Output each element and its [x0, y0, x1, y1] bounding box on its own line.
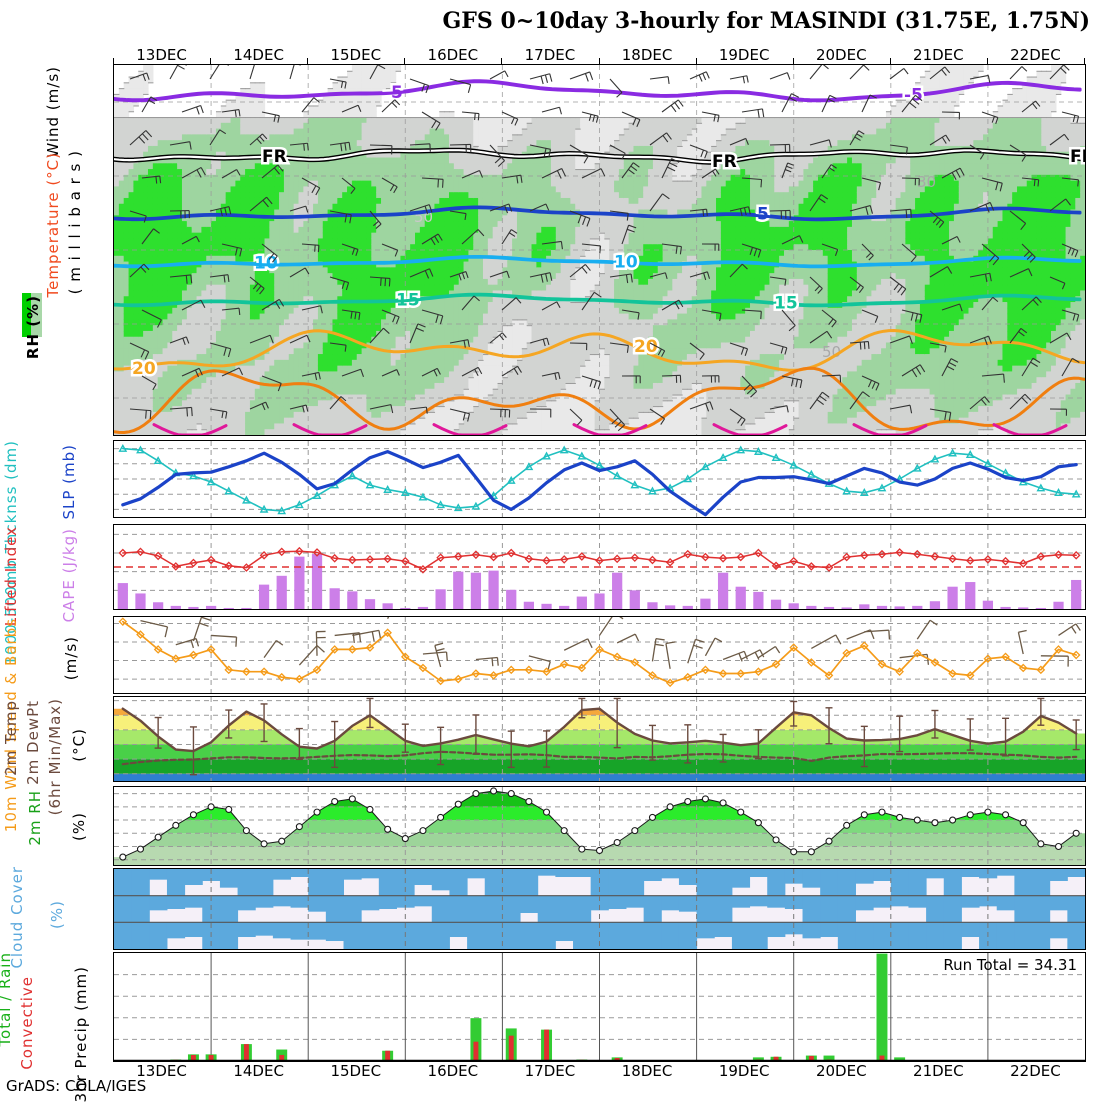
axis-tick-mark — [113, 774, 114, 775]
panel-cloud-cover[interactable]: highmiddlelow — [113, 868, 1086, 950]
run-total-text: Run Total = 34.31 — [943, 956, 1077, 974]
cloud-row-tick — [113, 896, 114, 897]
date-label-top: 14DEC — [233, 46, 284, 64]
axis-tick-mark — [113, 975, 114, 976]
axis-tick-mark — [113, 794, 114, 795]
axis-tick-mark — [113, 701, 114, 702]
date-label-bottom: 17DEC — [525, 1062, 576, 1080]
axis-tick-mark — [113, 730, 114, 731]
axis-tick-mark — [113, 449, 114, 450]
axis-tick-mark — [113, 846, 114, 847]
page-title: GFS 0~10day 3-hourly for MASINDI (31.75E… — [0, 8, 1090, 34]
axis-tick-mark — [113, 494, 114, 495]
axis-tick-mark — [113, 464, 114, 465]
date-label-top: 22DEC — [1010, 46, 1061, 64]
axis-tick-mark — [113, 250, 114, 251]
date-label-bottom: 22DEC — [1010, 1062, 1061, 1080]
axis-tick-mark — [113, 807, 114, 808]
cloud-row-tick — [113, 869, 114, 870]
axis-tick-mark — [113, 509, 114, 510]
date-label-bottom: 18DEC — [622, 1062, 673, 1080]
axis-tick-mark — [113, 534, 114, 535]
date-label-bottom: 19DEC — [719, 1062, 770, 1080]
axis-tick-mark — [113, 590, 114, 591]
date-label-top: 19DEC — [719, 46, 770, 64]
date-label-bottom: 21DEC — [913, 1062, 964, 1080]
axis-tick-mark — [113, 679, 114, 680]
axis-tick-mark — [113, 1039, 114, 1040]
axis-tick-mark — [113, 572, 114, 573]
axis-tick-mark — [113, 102, 114, 103]
panel-2m-temp[interactable]: 322824201612 — [113, 696, 1086, 782]
date-label-top: 20DEC — [816, 46, 867, 64]
panel-upper-air[interactable]: 305050-5-5-5-5FRFRFRFRFRFR55551010101015… — [113, 64, 1086, 436]
date-label-bottom: 16DEC — [428, 1062, 479, 1080]
date-label-bottom: 15DEC — [330, 1062, 381, 1080]
date-label-top: 21DEC — [913, 46, 964, 64]
panel-cape-li[interactable]: 14401080720360-6-3036 — [113, 524, 1086, 610]
axis-tick-mark — [113, 479, 114, 480]
date-label-top: 18DEC — [622, 46, 673, 64]
axis-tick-mark — [113, 759, 114, 760]
date-label-top: 17DEC — [525, 46, 576, 64]
date-label-bottom: 14DEC — [233, 1062, 284, 1080]
axis-tick-mark — [113, 176, 114, 177]
axis-tick-mark — [113, 324, 114, 325]
panel-10m-wind[interactable]: 4321 — [113, 616, 1086, 694]
date-label-top: 13DEC — [136, 46, 187, 64]
panel-slp-thickness[interactable]: 10141012101010081006579578577576575 — [113, 440, 1086, 518]
axis-tick-mark — [113, 642, 114, 643]
axis-tick-mark — [113, 661, 114, 662]
axis-tick-mark — [113, 1018, 114, 1019]
cloud-row-tick — [113, 922, 114, 923]
axis-tick-mark — [113, 744, 114, 745]
axis-tick-mark — [113, 398, 114, 399]
axis-tick-mark — [113, 833, 114, 834]
axis-tick-mark — [113, 820, 114, 821]
axis-tick-mark — [113, 553, 114, 554]
date-label-bottom: 20DEC — [816, 1062, 867, 1080]
axis-tick-mark — [113, 996, 114, 997]
axis-tick-mark — [113, 623, 114, 624]
panel-2m-rh[interactable]: 908070605040 — [113, 786, 1086, 866]
axis-tick-mark — [113, 1061, 114, 1062]
date-label-top: 15DEC — [330, 46, 381, 64]
date-label-top: 16DEC — [428, 46, 479, 64]
axis-tick-mark — [113, 860, 114, 861]
axis-tick-mark — [113, 715, 114, 716]
date-label-bottom: 13DEC — [136, 1062, 187, 1080]
panel-precip[interactable]: Run Total = 34.31 7.165.373.581.790 — [113, 952, 1086, 1062]
